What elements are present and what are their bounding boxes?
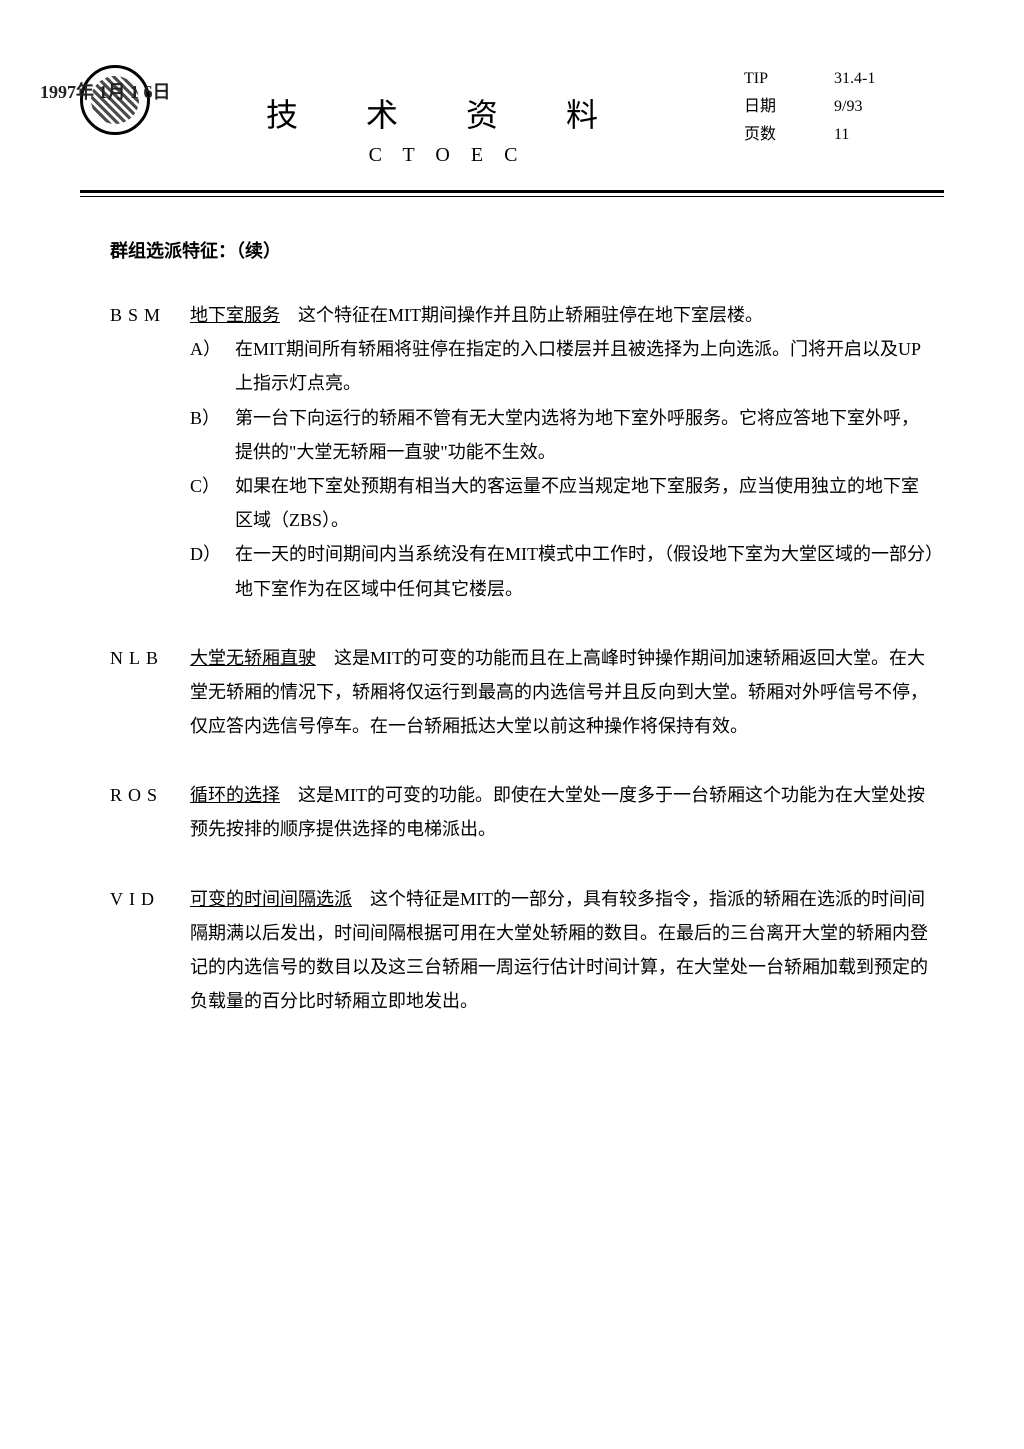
- sub-item: B）第一台下向运行的轿厢不管有无大堂内选将为地下室外呼服务。它将应答地下室外呼，…: [190, 401, 934, 469]
- entry: NLB大堂无轿厢直驶 这是МIТ的可变的功能而且在上高峰时钟操作期间加速轿厢返回…: [110, 641, 934, 744]
- entry-code: VID: [110, 882, 190, 1019]
- entry-description: 这个特征在МIТ期间操作并且防止轿厢驻停在地下室层楼。: [280, 305, 763, 325]
- sub-item: A）在МIТ期间所有轿厢将驻停在指定的入口楼层并且被选择为上向选派。门将开启以及…: [190, 332, 934, 400]
- document-header: 技 术 资 料 C T O E C TIP 31.4-1 日期 9/93 页数 …: [80, 60, 944, 170]
- tip-label: TIP: [744, 70, 834, 88]
- entry-description-line: 可变的时间间隔选派 这个特征是МIТ的一部分，具有较多指令，指派的轿厢在选派的时…: [190, 882, 934, 1019]
- entry-code: NLB: [110, 641, 190, 744]
- title-area: 技 术 资 料 C T O E C: [150, 60, 744, 167]
- sub-item-label: B）: [190, 401, 235, 469]
- sub-item-text: 第一台下向运行的轿厢不管有无大堂内选将为地下室外呼服务。它将应答地下室外呼，提供…: [235, 401, 934, 469]
- date-label: 日期: [744, 92, 834, 116]
- main-title: 技 术 资 料: [150, 90, 744, 136]
- sub-item-text: 在МIТ期间所有轿厢将驻停在指定的入口楼层并且被选择为上向选派。门将开启以及UP…: [235, 332, 934, 400]
- entry: VID可变的时间间隔选派 这个特征是МIТ的一部分，具有较多指令，指派的轿厢在选…: [110, 882, 934, 1019]
- header-divider-thin: [80, 196, 944, 197]
- sub-item-text: 在一天的时间期间内当系统没有在МIТ模式中工作时，（假设地下室为大堂区域的一部分…: [235, 537, 934, 605]
- sub-item-text: 如果在地下室处预期有相当大的客运量不应当规定地下室服务，应当使用独立的地下室区域…: [235, 469, 934, 537]
- entry: BSM地下室服务 这个特征在МIТ期间操作并且防止轿厢驻停在地下室层楼。A）在М…: [110, 298, 934, 606]
- entry-term: 大堂无轿厢直驶: [190, 648, 316, 668]
- sub-title: C T O E C: [150, 144, 744, 167]
- entry-description-line: 地下室服务 这个特征在МIТ期间操作并且防止轿厢驻停在地下室层楼。: [190, 298, 934, 332]
- tip-value: 31.4-1: [834, 70, 944, 88]
- entry-body: 循环的选择 这是МIТ的可变的功能。即使在大堂处一度多于一台轿厢这个功能为在大堂…: [190, 778, 934, 846]
- header-metadata: TIP 31.4-1 日期 9/93 页数 11 1997年 1月 1 6日: [744, 60, 944, 148]
- entry-code: BSM: [110, 298, 190, 606]
- sub-item: C）如果在地下室处预期有相当大的客运量不应当规定地下室服务，应当使用独立的地下室…: [190, 469, 934, 537]
- date-value: 9/93: [834, 98, 944, 116]
- entry-description-line: 循环的选择 这是МIТ的可变的功能。即使在大堂处一度多于一台轿厢这个功能为在大堂…: [190, 778, 934, 846]
- sub-item: D）在一天的时间期间内当系统没有在МIТ模式中工作时，（假设地下室为大堂区域的一…: [190, 537, 934, 605]
- entry-code: ROS: [110, 778, 190, 846]
- sub-item-label: A）: [190, 332, 235, 400]
- entry-body: 大堂无轿厢直驶 这是МIТ的可变的功能而且在上高峰时钟操作期间加速轿厢返回大堂。…: [190, 641, 934, 744]
- section-heading: 群组选派特征：（续）: [110, 237, 934, 263]
- entry: ROS循环的选择 这是МIТ的可变的功能。即使在大堂处一度多于一台轿厢这个功能为…: [110, 778, 934, 846]
- stamp-overlay: 1997年 1月 1 6日: [40, 78, 171, 104]
- entry-term: 循环的选择: [190, 785, 280, 805]
- entry-description-line: 大堂无轿厢直驶 这是МIТ的可变的功能而且在上高峰时钟操作期间加速轿厢返回大堂。…: [190, 641, 934, 744]
- sub-item-label: D）: [190, 537, 235, 605]
- entry-description: 这是МIТ的可变的功能。即使在大堂处一度多于一台轿厢这个功能为在大堂处按预先按排…: [190, 785, 925, 839]
- header-divider-thick: [80, 190, 944, 193]
- entries-container: BSM地下室服务 这个特征在МIТ期间操作并且防止轿厢驻停在地下室层楼。A）在М…: [110, 298, 934, 1018]
- page-label: 页数: [744, 120, 834, 144]
- entry-body: 可变的时间间隔选派 这个特征是МIТ的一部分，具有较多指令，指派的轿厢在选派的时…: [190, 882, 934, 1019]
- page-value: 11: [834, 126, 944, 144]
- sub-item-list: A）在МIТ期间所有轿厢将驻停在指定的入口楼层并且被选择为上向选派。门将开启以及…: [190, 332, 934, 606]
- entry-term: 地下室服务: [190, 305, 280, 325]
- document-content: 群组选派特征：（续） BSM地下室服务 这个特征在МIТ期间操作并且防止轿厢驻停…: [80, 237, 944, 1018]
- sub-item-label: C）: [190, 469, 235, 537]
- entry-body: 地下室服务 这个特征在МIТ期间操作并且防止轿厢驻停在地下室层楼。A）在МIТ期…: [190, 298, 934, 606]
- entry-term: 可变的时间间隔选派: [190, 889, 352, 909]
